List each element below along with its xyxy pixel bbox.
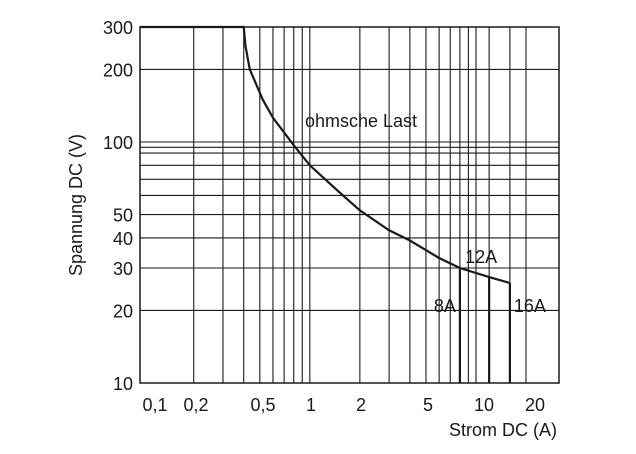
y-tick-label: 30 [113,259,133,279]
x-tick-label: 20 [525,395,545,415]
plot-frame [139,26,560,384]
y-tick-label: 20 [113,301,133,321]
series-line [140,25,511,285]
annotation-label: ohmsche Last [305,111,417,131]
y-tick-label: 40 [113,229,133,249]
y-tick-label: 100 [103,133,133,153]
x-tick-label: 2 [356,395,366,415]
x-axis-label: Strom DC (A) [449,420,557,440]
x-tick-label: 1 [306,395,316,415]
y-tick-label: 10 [113,374,133,394]
limit-label: 16A [514,296,546,316]
series: 8A 12A 16A ohmsche Last [140,25,546,383]
y-tick-label: 200 [103,60,133,80]
x-tick-label: 5 [423,395,433,415]
x-tick-label: 0,5 [250,395,275,415]
limit-label: 8A [434,296,456,316]
x-tick-label: 10 [474,395,494,415]
y-tick-label: 300 [103,18,133,38]
x-tick-label: 0,2 [183,395,208,415]
limit-label: 12A [465,247,497,267]
y-axis-label: Spannung DC (V) [66,134,86,276]
y-tick-label: 50 [113,206,133,226]
tick-labels: 0,1 0,2 0,5 1 2 5 10 20 300 200 100 50 40 30 20 10 [103,18,545,415]
x-tick-label: 0,1 [142,395,167,415]
grid [140,27,559,383]
